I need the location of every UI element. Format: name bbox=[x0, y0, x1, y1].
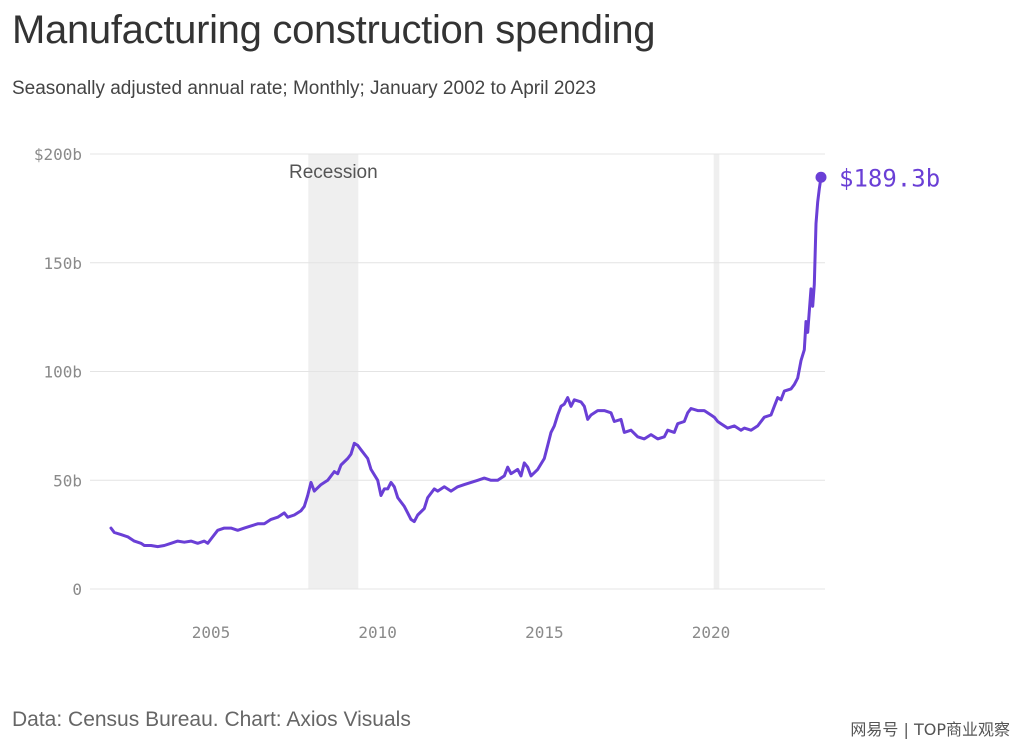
x-tick-label: 2015 bbox=[525, 623, 564, 642]
y-tick-label: 50b bbox=[53, 471, 82, 490]
y-tick-label: 100b bbox=[43, 363, 82, 382]
y-tick-label: 0 bbox=[72, 580, 82, 599]
y-tick-label: $200b bbox=[34, 145, 82, 164]
source-note: Data: Census Bureau. Chart: Axios Visual… bbox=[12, 708, 411, 731]
x-tick-label: 2020 bbox=[692, 623, 731, 642]
chart-title: Manufacturing construction spending bbox=[12, 8, 656, 52]
recession-label: Recession bbox=[289, 162, 378, 183]
y-tick-label: 150b bbox=[43, 254, 82, 273]
line-chart: Recession 0 50b 100b 150b $200b 2005 2010 2015 20… bbox=[34, 145, 940, 642]
end-point-marker bbox=[815, 171, 827, 183]
series-line bbox=[109, 175, 823, 549]
watermark: 网易号 | TOP商业观察 bbox=[850, 720, 1010, 739]
x-tick-label: 2010 bbox=[358, 623, 397, 642]
end-value-label: $189.3b bbox=[839, 164, 940, 192]
chart-subtitle: Seasonally adjusted annual rate; Monthly… bbox=[12, 78, 597, 99]
x-tick-label: 2005 bbox=[192, 623, 231, 642]
